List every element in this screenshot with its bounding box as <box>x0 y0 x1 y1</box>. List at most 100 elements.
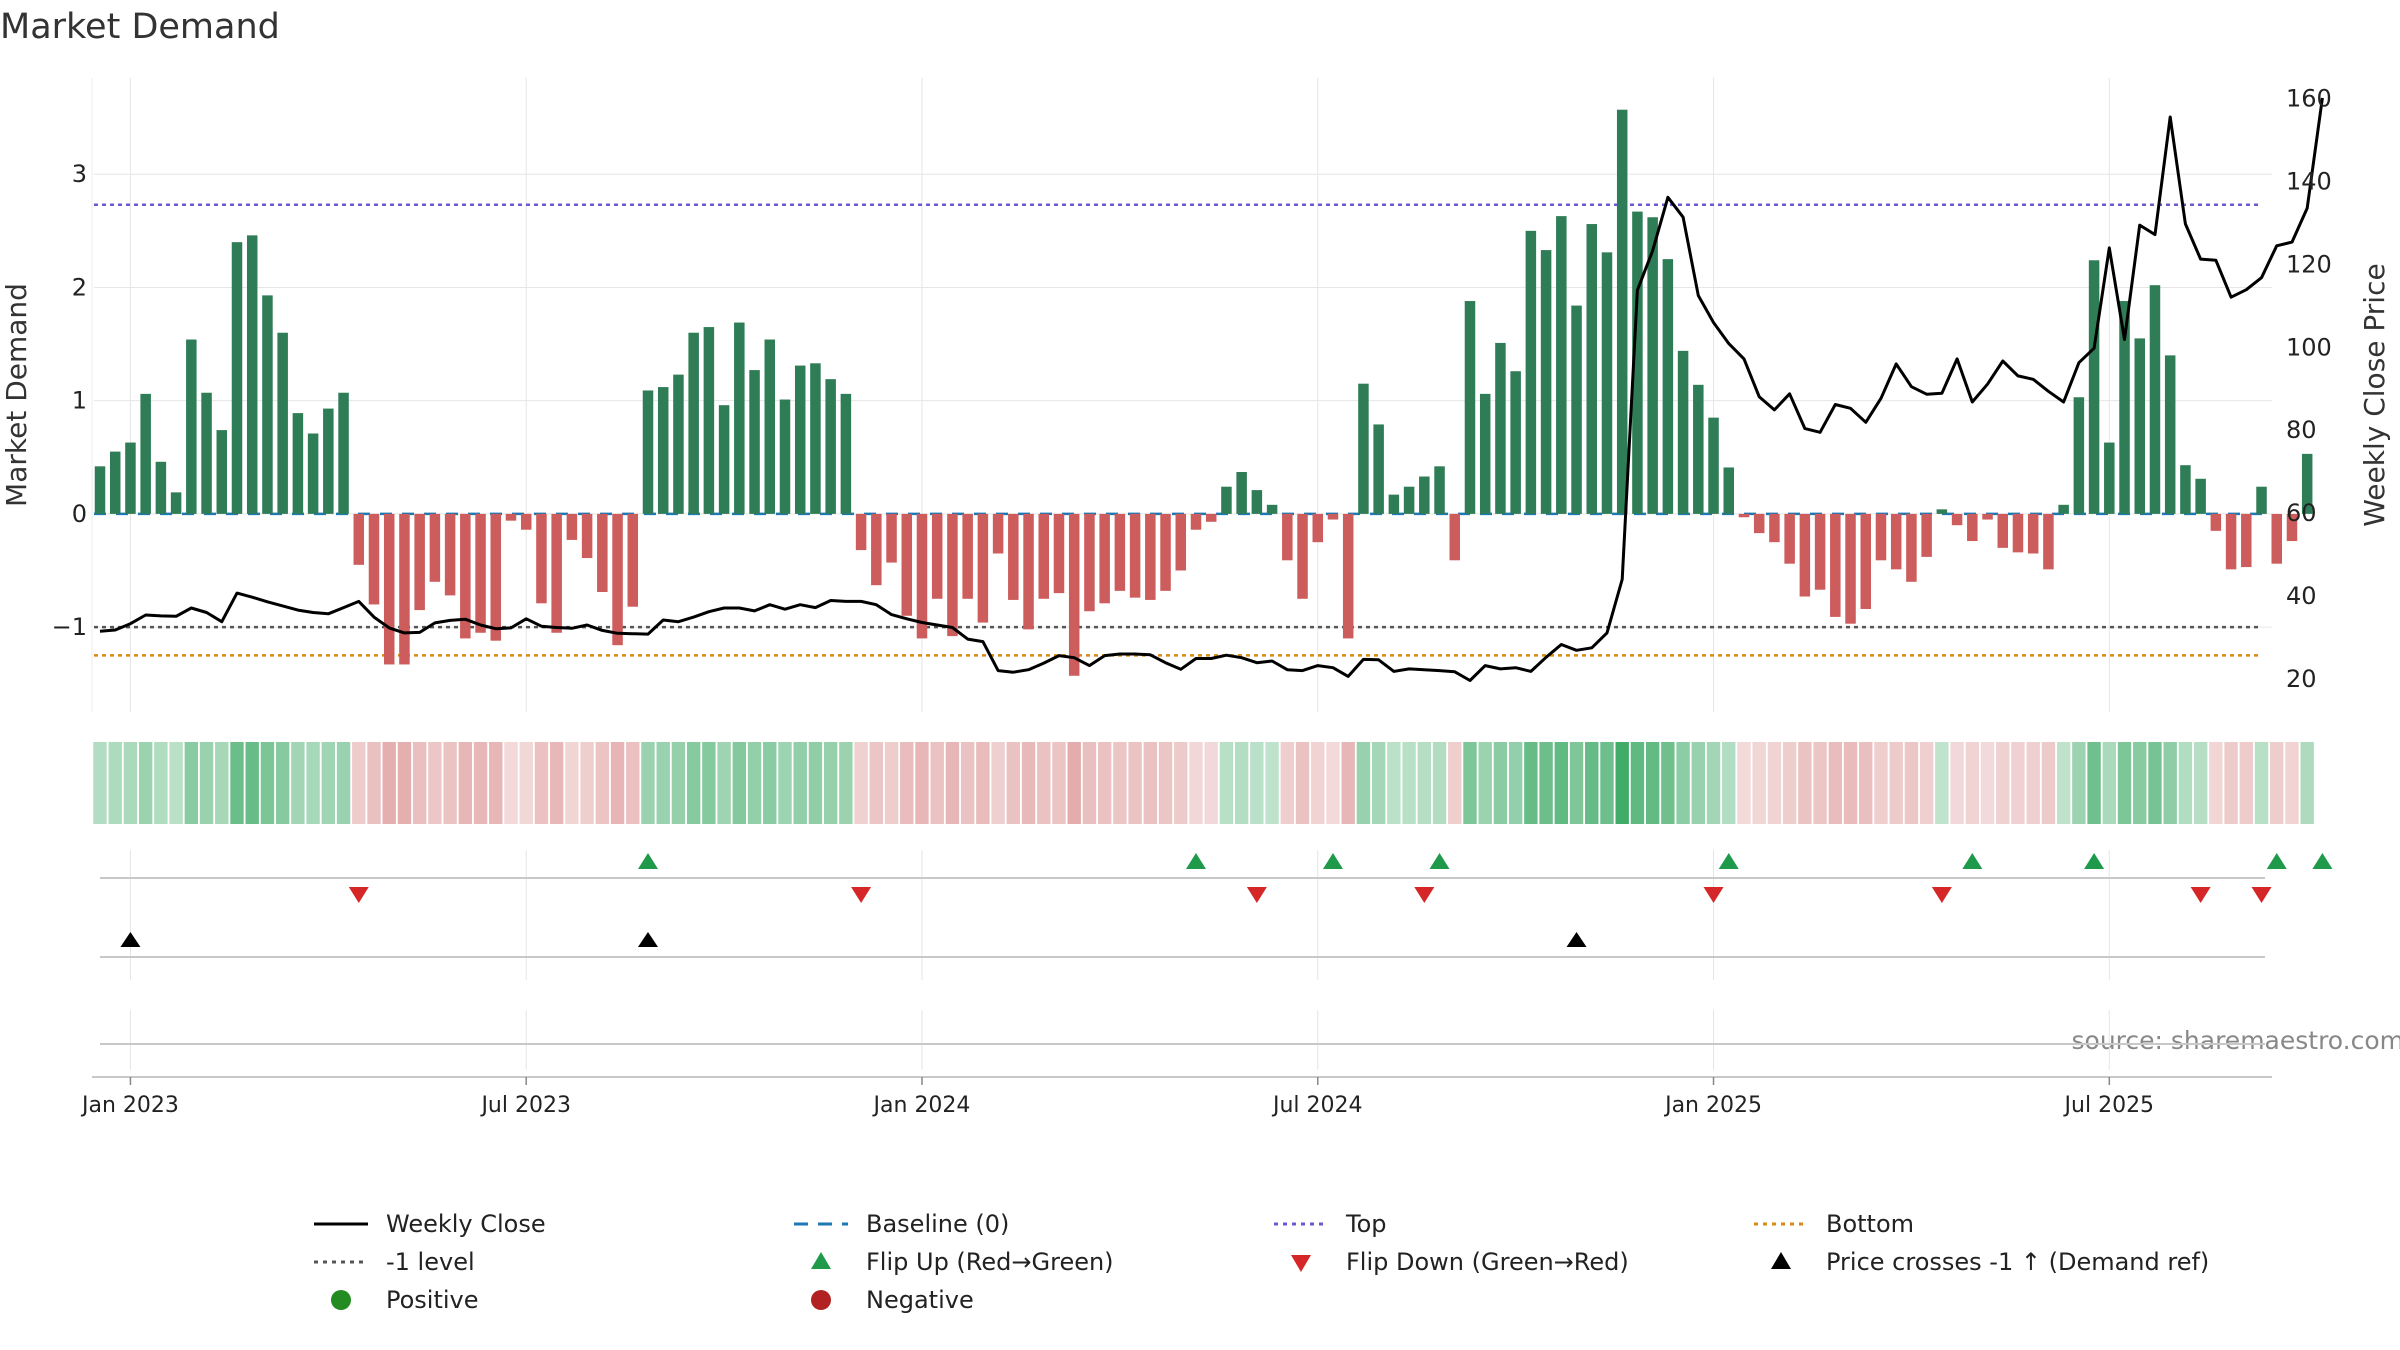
heat-cell-negative <box>1311 742 1325 824</box>
demand-bar-positive <box>1358 383 1369 514</box>
demand-bar-positive <box>125 442 136 514</box>
demand-bar-positive <box>1464 301 1476 514</box>
legend-negative: Negative <box>790 1281 974 1319</box>
demand-bar-negative <box>1342 513 1354 639</box>
heat-cell-negative <box>382 742 396 824</box>
demand-bar-negative <box>1769 513 1780 543</box>
demand-bar-positive <box>1221 486 1232 514</box>
heat-cell-negative <box>1082 742 1097 824</box>
demand-bar-positive <box>140 393 151 514</box>
demand-bar-negative <box>1023 513 1034 630</box>
heat-cell-negative <box>1021 742 1036 824</box>
heat-cell-positive <box>763 742 777 824</box>
legend-label: Flip Down (Green→Red) <box>1346 1248 1629 1276</box>
heat-cell-positive <box>336 742 351 824</box>
demand-bar-negative <box>2012 513 2024 553</box>
demand-bar-negative <box>2271 513 2282 564</box>
legend-label: Price crosses -1 ↑ (Demand ref) <box>1826 1248 2210 1276</box>
cross-up-marker <box>1566 932 1587 947</box>
heat-cell-negative <box>854 742 868 824</box>
heat-cell-positive <box>154 742 168 824</box>
demand-bar-positive <box>1571 305 1582 514</box>
demand-bar-negative <box>1967 513 1978 542</box>
heat-cell-positive <box>1691 742 1706 824</box>
demand-bar-positive <box>2058 504 2069 514</box>
demand-bar-positive <box>323 408 334 514</box>
heat-cell-negative <box>900 742 914 824</box>
heat-cell-positive <box>2193 742 2208 824</box>
demand-bar-negative <box>1814 513 1826 590</box>
heat-cell-negative <box>428 742 442 824</box>
demand-bar-positive <box>1556 216 1567 514</box>
legend-positive: Positive <box>310 1281 479 1319</box>
heat-cell-positive <box>732 742 747 824</box>
demand-bar-negative <box>1160 513 1171 591</box>
demand-bar-positive <box>642 390 654 514</box>
heat-cell-negative <box>1874 742 1888 824</box>
demand-bar-negative <box>855 513 867 551</box>
demand-bar-positive <box>292 413 304 514</box>
demand-bar-positive <box>1632 211 1643 514</box>
demand-bar-negative <box>444 513 456 596</box>
demand-bar-positive <box>1510 371 1521 514</box>
demand-bar-negative <box>2286 513 2298 542</box>
heat-cell-negative <box>1189 742 1203 824</box>
heat-cell-negative <box>1204 742 1218 824</box>
heat-cell-positive <box>215 742 229 824</box>
demand-bar-negative <box>1449 513 1461 561</box>
heat-cell-positive <box>245 742 259 824</box>
heat-cell-positive <box>1402 742 1416 824</box>
legend-minus-one-swatch <box>314 1260 368 1264</box>
flip-down-marker <box>1931 887 1952 903</box>
demand-bar-negative <box>1875 513 1887 561</box>
heat-cell-positive <box>808 742 823 824</box>
chart-title: Market Demand <box>0 7 280 47</box>
demand-bar-negative <box>2210 513 2222 531</box>
heat-cell-negative <box>1067 742 1081 824</box>
heat-cell-positive <box>671 742 686 824</box>
demand-bar-positive <box>201 392 212 514</box>
demand-bar-negative <box>1068 513 1080 676</box>
y2-tick-label: 100 <box>2286 333 2332 361</box>
heat-cell-positive <box>108 742 122 824</box>
heat-cell-positive <box>2133 742 2147 824</box>
legend-label: Negative <box>866 1286 974 1314</box>
demand-bar-positive <box>1495 342 1506 514</box>
heat-cell-positive <box>2117 742 2132 824</box>
flip-up-marker <box>1322 853 1343 869</box>
flip-up-marker <box>2312 853 2333 869</box>
axes: 3 2 1 0 −1 Market Demand 160 140 120 100 80 60 40 20 W… <box>0 78 2391 1118</box>
demand-bar-negative <box>1038 513 1050 599</box>
y2-tick-label: 160 <box>2286 85 2332 113</box>
heat-cell-negative <box>1828 742 1843 824</box>
demand-bar-positive <box>338 392 349 514</box>
legend-flip-up: Flip Up (Red→Green) <box>790 1243 1114 1281</box>
demand-bar-positive <box>1586 224 1598 514</box>
y2-axis-label: Weekly Close Price <box>2358 263 2391 526</box>
heat-cell-negative <box>489 742 503 824</box>
heat-cell-positive <box>2163 742 2177 824</box>
heat-cell-negative <box>412 742 427 824</box>
heat-cell-positive <box>199 742 214 824</box>
heat-cell-negative <box>1996 742 2010 824</box>
demand-bar-negative <box>505 513 517 521</box>
legend-baseline-swatch <box>794 1222 848 1226</box>
heat-cell-negative <box>869 742 884 824</box>
heat-cell-positive <box>1554 742 1569 824</box>
demand-bar-negative <box>597 513 608 592</box>
heat-cell-negative <box>580 742 594 824</box>
heat-cell-negative <box>960 742 975 824</box>
heat-cell-negative <box>1919 742 1934 824</box>
heat-cell-positive <box>1371 742 1386 824</box>
demand-bar-negative <box>916 513 928 639</box>
heat-cell-negative <box>1950 742 1964 824</box>
x-tick-label: Jul 2024 <box>1271 1093 1363 1118</box>
y2-tick-label: 80 <box>2286 416 2317 444</box>
demand-bar-positive <box>2088 260 2100 514</box>
demand-bar-positive <box>2104 442 2115 514</box>
heat-cell-negative <box>1889 742 1903 824</box>
heat-cell-positive <box>169 742 183 824</box>
heat-cell-positive <box>1493 742 1508 824</box>
legend-label: Bottom <box>1826 1210 1915 1238</box>
demand-bar-negative <box>1205 513 1217 522</box>
